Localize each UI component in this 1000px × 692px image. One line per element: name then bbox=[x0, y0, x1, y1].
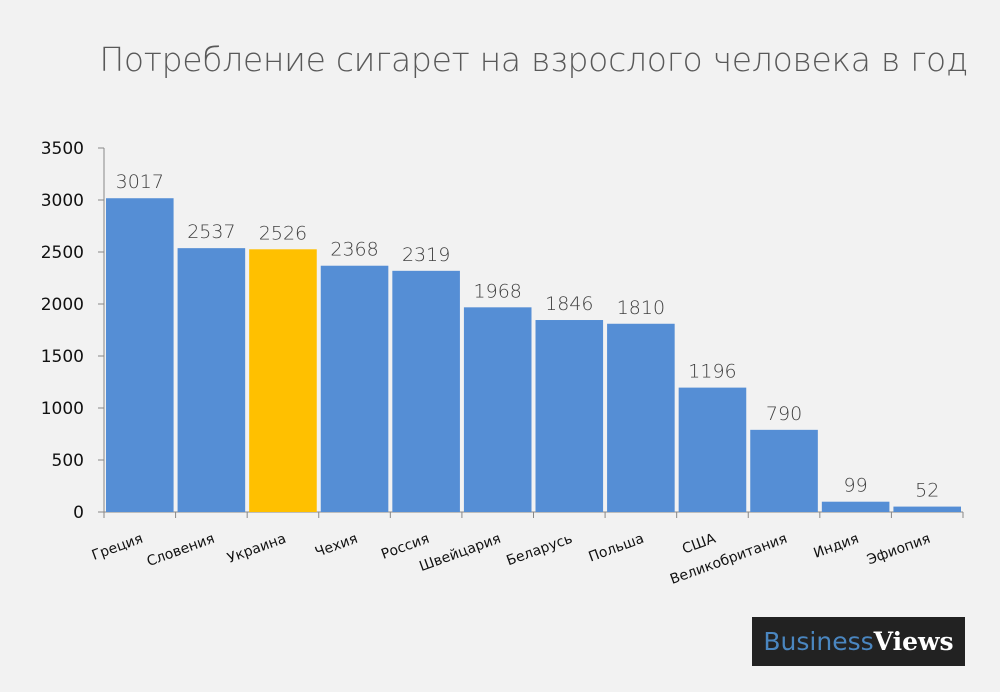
data-label: 2319 bbox=[402, 244, 450, 266]
y-tick-label: 1000 bbox=[41, 399, 84, 419]
x-tick-label: Греция bbox=[90, 531, 145, 564]
data-label: 3017 bbox=[116, 171, 164, 193]
bar bbox=[463, 307, 532, 512]
logo-part-1: Business bbox=[763, 627, 874, 656]
x-tick-label: Чехия bbox=[313, 531, 360, 561]
data-label: 52 bbox=[915, 480, 939, 502]
y-tick-label: 1500 bbox=[41, 347, 84, 367]
data-label: 1846 bbox=[545, 293, 593, 315]
x-tick-label: Беларусь bbox=[504, 531, 574, 570]
x-tick-label: США bbox=[680, 531, 718, 558]
x-tick-label: Польша bbox=[587, 531, 647, 566]
y-tick-label: 3500 bbox=[41, 139, 84, 159]
y-tick-label: 2500 bbox=[41, 243, 84, 263]
x-tick-label: Индия bbox=[812, 531, 861, 562]
bar bbox=[607, 323, 675, 512]
x-tick-label: Словения bbox=[145, 531, 217, 570]
data-label: 1810 bbox=[617, 297, 665, 319]
x-tick-label: Украина bbox=[225, 531, 288, 567]
businessviews-logo: Business Views bbox=[752, 617, 965, 666]
bar bbox=[392, 270, 460, 512]
bar bbox=[750, 429, 818, 512]
bar bbox=[106, 198, 174, 512]
bar bbox=[678, 387, 747, 512]
data-label: 2368 bbox=[330, 239, 378, 261]
y-tick-label: 0 bbox=[73, 503, 84, 523]
chart-title: Потребление сигарет на взрослого человек… bbox=[99, 40, 968, 79]
data-label: 99 bbox=[844, 475, 868, 497]
data-label: 1196 bbox=[688, 361, 736, 383]
y-tick-label: 2000 bbox=[41, 295, 84, 315]
data-label: 1968 bbox=[474, 280, 522, 302]
bar bbox=[893, 506, 961, 512]
x-tick-label: Эфиопия bbox=[865, 531, 933, 569]
bar bbox=[535, 320, 604, 512]
data-label: 2537 bbox=[187, 221, 235, 243]
bar bbox=[249, 249, 317, 512]
y-tick-label: 3000 bbox=[41, 191, 84, 211]
y-tick-label: 500 bbox=[52, 451, 84, 471]
bar bbox=[821, 501, 890, 512]
logo-part-2: Views bbox=[873, 627, 954, 656]
bar bbox=[320, 265, 389, 512]
bar bbox=[177, 248, 246, 513]
data-label: 790 bbox=[766, 403, 802, 425]
x-tick-label: Швейцария bbox=[417, 531, 503, 575]
data-label: 2526 bbox=[259, 222, 307, 244]
